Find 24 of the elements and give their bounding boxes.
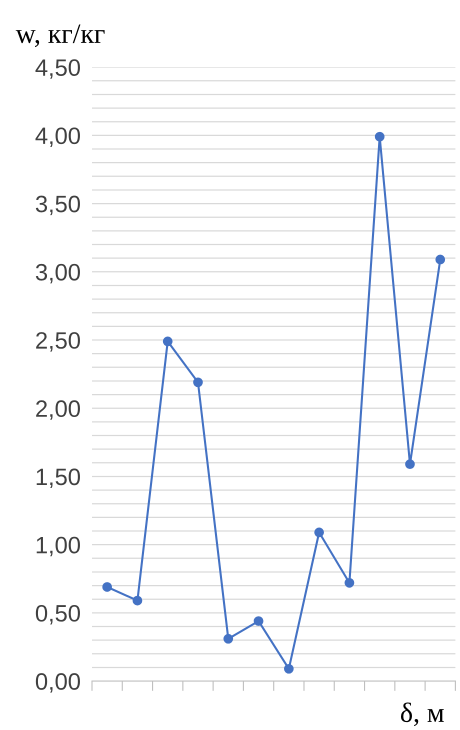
point <box>162 336 173 346</box>
y-tick-label: 3,00 <box>36 264 80 284</box>
y-tick-label: 3,50 <box>36 196 80 216</box>
point <box>435 254 446 264</box>
point <box>132 596 142 606</box>
y-axis-title: w, кг/кг <box>16 24 105 48</box>
y-tick-label: 4,50 <box>35 59 80 79</box>
point <box>223 634 234 644</box>
point <box>284 664 294 674</box>
point <box>344 578 354 588</box>
y-tick-label: 4,00 <box>35 127 80 147</box>
point <box>405 459 415 470</box>
point <box>254 616 264 626</box>
y-tick-label: 0,00 <box>36 673 80 693</box>
y-tick-label: 2,00 <box>36 400 80 420</box>
y-tick-label: 1,00 <box>36 536 80 556</box>
x-axis-title: δ, м <box>400 702 444 726</box>
point <box>314 528 324 538</box>
y-tick-label: 1,50 <box>36 468 80 488</box>
point <box>193 377 203 388</box>
point <box>374 132 385 142</box>
y-tick-label: 0,50 <box>36 604 80 624</box>
point <box>102 582 112 592</box>
y-tick-label: 2,50 <box>36 332 80 352</box>
